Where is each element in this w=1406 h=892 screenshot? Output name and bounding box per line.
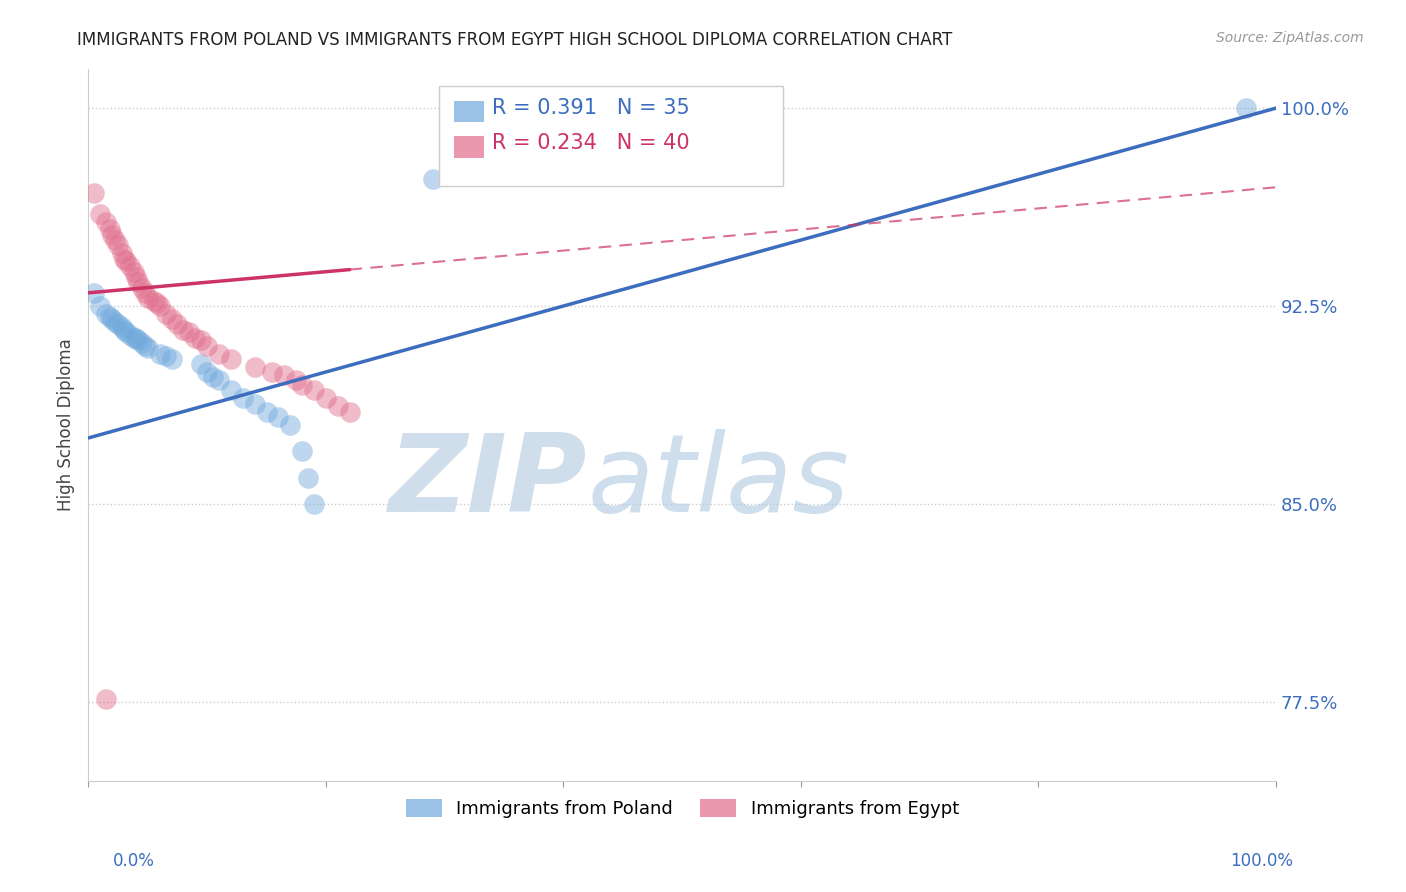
Point	[83, 186, 105, 200]
Point	[184, 331, 207, 345]
Point	[195, 365, 218, 379]
Point	[155, 307, 177, 321]
Point	[107, 318, 129, 332]
Point	[83, 285, 105, 300]
Point	[160, 351, 183, 366]
FancyBboxPatch shape	[439, 87, 783, 186]
Text: ZIP: ZIP	[389, 429, 588, 535]
Point	[127, 275, 149, 289]
Point	[208, 346, 231, 360]
Point	[243, 397, 266, 411]
Point	[115, 326, 138, 340]
Point	[326, 399, 349, 413]
Point	[297, 470, 319, 484]
Point	[262, 365, 284, 379]
Point	[285, 373, 308, 387]
Legend: Immigrants from Poland, Immigrants from Egypt: Immigrants from Poland, Immigrants from …	[398, 791, 966, 825]
Y-axis label: High School Diploma: High School Diploma	[58, 338, 75, 511]
Point	[291, 444, 314, 458]
Point	[172, 323, 194, 337]
Point	[149, 299, 172, 313]
Point	[122, 331, 145, 345]
Text: 100.0%: 100.0%	[1230, 852, 1294, 870]
Point	[190, 357, 212, 371]
Point	[422, 172, 444, 186]
Point	[101, 227, 124, 242]
Point	[112, 323, 135, 337]
Point	[291, 378, 314, 392]
Point	[96, 692, 118, 706]
Point	[256, 404, 278, 418]
Point	[125, 270, 148, 285]
Point	[89, 207, 111, 221]
Point	[101, 312, 124, 326]
Point	[134, 285, 156, 300]
Point	[98, 310, 121, 324]
Point	[111, 320, 134, 334]
FancyBboxPatch shape	[454, 101, 484, 122]
FancyBboxPatch shape	[454, 136, 484, 158]
Point	[1234, 101, 1257, 115]
Point	[190, 334, 212, 348]
Text: Source: ZipAtlas.com: Source: ZipAtlas.com	[1216, 31, 1364, 45]
Point	[267, 409, 290, 424]
Point	[118, 328, 141, 343]
Point	[302, 384, 325, 398]
Point	[89, 299, 111, 313]
Point	[160, 312, 183, 326]
Point	[131, 280, 153, 294]
Point	[208, 373, 231, 387]
Point	[243, 359, 266, 374]
Point	[118, 260, 141, 274]
Point	[315, 392, 337, 406]
Point	[112, 252, 135, 266]
Point	[111, 246, 134, 260]
Text: atlas: atlas	[588, 429, 849, 534]
Point	[136, 341, 159, 355]
Point	[179, 326, 201, 340]
Point	[278, 417, 301, 432]
Point	[122, 265, 145, 279]
Text: IMMIGRANTS FROM POLAND VS IMMIGRANTS FROM EGYPT HIGH SCHOOL DIPLOMA CORRELATION : IMMIGRANTS FROM POLAND VS IMMIGRANTS FRO…	[77, 31, 953, 49]
Point	[136, 291, 159, 305]
Point	[149, 346, 172, 360]
Text: R = 0.234   N = 40: R = 0.234 N = 40	[492, 133, 690, 153]
Point	[103, 315, 125, 329]
Text: 0.0%: 0.0%	[112, 852, 155, 870]
Point	[103, 233, 125, 247]
Point	[273, 368, 295, 382]
Point	[125, 331, 148, 345]
Point	[155, 349, 177, 363]
Point	[302, 497, 325, 511]
Point	[232, 392, 254, 406]
Point	[96, 214, 118, 228]
Point	[98, 222, 121, 236]
Point	[219, 384, 242, 398]
Point	[219, 351, 242, 366]
Point	[146, 296, 169, 310]
Point	[115, 254, 138, 268]
Point	[107, 238, 129, 252]
Point	[134, 338, 156, 352]
Point	[127, 334, 149, 348]
Text: R = 0.391   N = 35: R = 0.391 N = 35	[492, 98, 690, 118]
Point	[131, 335, 153, 350]
Point	[339, 404, 361, 418]
Point	[96, 307, 118, 321]
Point	[195, 338, 218, 352]
Point	[202, 370, 225, 384]
Point	[166, 318, 188, 332]
Point	[142, 293, 165, 308]
